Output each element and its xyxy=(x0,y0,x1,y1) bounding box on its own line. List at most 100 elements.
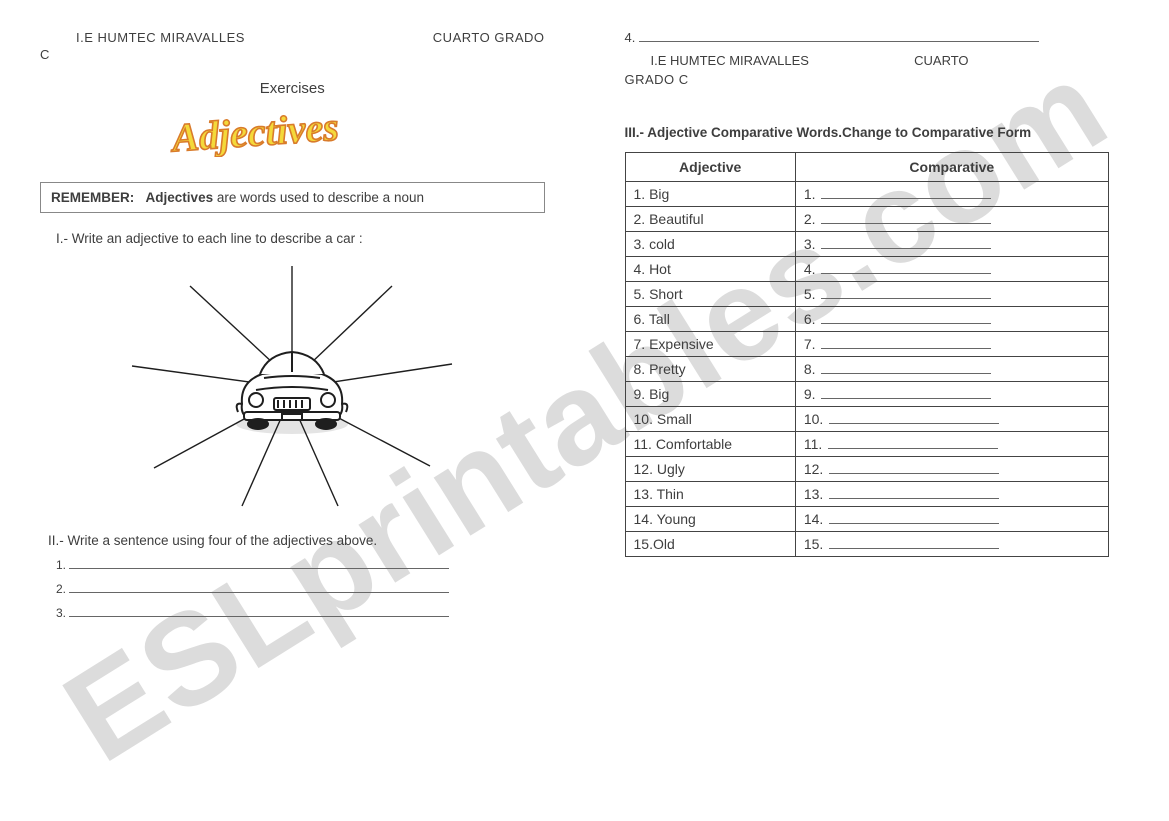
table-row: 2. Beautiful 2. xyxy=(625,207,1108,232)
table-row: 9. Big 9. xyxy=(625,382,1108,407)
comparative-cell[interactable]: 5. xyxy=(795,282,1108,307)
blank-line[interactable] xyxy=(821,238,991,249)
adjective-cell: 11. Comfortable xyxy=(625,432,795,457)
blank-line[interactable] xyxy=(69,558,449,569)
blank-line[interactable] xyxy=(829,538,999,549)
adjective-cell: 10. Small xyxy=(625,407,795,432)
grade-label: CUARTO GRADO xyxy=(433,30,545,45)
right-header: I.E HUMTEC MIRAVALLES CUARTO xyxy=(651,53,1130,68)
worksheet-page: I.E HUMTEC MIRAVALLES CUARTO GRADO C Exe… xyxy=(0,0,1169,821)
blank-line[interactable] xyxy=(821,363,991,374)
comparative-cell[interactable]: 1. xyxy=(795,182,1108,207)
row-number: 13. xyxy=(804,486,827,502)
sentence-lines: 1. 2. 3. xyxy=(56,558,545,620)
header-adjective: Adjective xyxy=(625,153,795,182)
adjectives-wordart: Adjectives xyxy=(40,101,545,160)
school-name: I.E HUMTEC MIRAVALLES xyxy=(76,30,245,45)
table-row: 15.Old 15. xyxy=(625,532,1108,557)
section2-prompt: II.- Write a sentence using four of the … xyxy=(48,533,545,548)
remember-box: REMEMBER: Adjectives are words used to d… xyxy=(40,182,545,213)
blank-line[interactable] xyxy=(821,213,991,224)
table-header-row: Adjective Comparative xyxy=(625,153,1108,182)
adjective-cell: 14. Young xyxy=(625,507,795,532)
adjective-cell: 12. Ugly xyxy=(625,457,795,482)
line-number: 4. xyxy=(625,30,636,45)
comparative-cell[interactable]: 8. xyxy=(795,357,1108,382)
blank-line[interactable] xyxy=(69,606,449,617)
comparative-cell[interactable]: 14. xyxy=(795,507,1108,532)
blank-line[interactable] xyxy=(829,513,999,524)
adjective-cell: 15.Old xyxy=(625,532,795,557)
table-row: 4. Hot4. xyxy=(625,257,1108,282)
car-icon xyxy=(236,352,348,434)
blank-line[interactable] xyxy=(829,413,999,424)
school-name: I.E HUMTEC MIRAVALLES xyxy=(651,53,911,68)
comparative-cell[interactable]: 3. xyxy=(795,232,1108,257)
table-row: 12. Ugly 12. xyxy=(625,457,1108,482)
blank-line[interactable] xyxy=(828,438,998,449)
line-4[interactable]: 4. xyxy=(625,30,1130,45)
comparative-cell[interactable]: 2. xyxy=(795,207,1108,232)
blank-line[interactable] xyxy=(821,263,991,274)
table-row: 14. Young 14. xyxy=(625,507,1108,532)
blank-line[interactable] xyxy=(821,188,991,199)
row-number: 6. xyxy=(804,311,820,327)
comparative-cell[interactable]: 10. xyxy=(795,407,1108,432)
adjective-cell: 9. Big xyxy=(625,382,795,407)
right-column: 4. I.E HUMTEC MIRAVALLES CUARTO GRADO C … xyxy=(585,0,1169,821)
row-number: 3. xyxy=(804,236,820,252)
grade-suffix: C xyxy=(40,47,545,62)
comparative-cell[interactable]: 6. xyxy=(795,307,1108,332)
blank-line[interactable] xyxy=(829,463,999,474)
row-number: 2. xyxy=(804,211,820,227)
table-row: 5. Short5. xyxy=(625,282,1108,307)
row-number: 5. xyxy=(804,286,820,302)
left-header: I.E HUMTEC MIRAVALLES CUARTO GRADO xyxy=(40,30,545,45)
sentence-line-3[interactable]: 3. xyxy=(56,606,545,620)
row-number: 10. xyxy=(804,411,827,427)
table-row: 13. Thin13. xyxy=(625,482,1108,507)
header-comparative: Comparative xyxy=(795,153,1108,182)
comparative-cell[interactable]: 7. xyxy=(795,332,1108,357)
table-row: 10. Small 10. xyxy=(625,407,1108,432)
comparative-cell[interactable]: 9. xyxy=(795,382,1108,407)
comparative-cell[interactable]: 15. xyxy=(795,532,1108,557)
remember-label: REMEMBER: xyxy=(51,190,134,205)
sentence-line-2[interactable]: 2. xyxy=(56,582,545,596)
row-number: 9. xyxy=(804,386,820,402)
blank-line[interactable] xyxy=(821,388,991,399)
blank-line[interactable] xyxy=(639,30,1039,42)
remember-rest: are words used to describe a noun xyxy=(213,190,424,205)
table-row: 3. cold 3. xyxy=(625,232,1108,257)
row-number: 1. xyxy=(804,186,820,202)
adjective-cell: 7. Expensive xyxy=(625,332,795,357)
row-number: 8. xyxy=(804,361,820,377)
adjective-cell: 2. Beautiful xyxy=(625,207,795,232)
sentence-line-1[interactable]: 1. xyxy=(56,558,545,572)
comparative-cell[interactable]: 4. xyxy=(795,257,1108,282)
left-column: I.E HUMTEC MIRAVALLES CUARTO GRADO C Exe… xyxy=(0,0,585,821)
blank-line[interactable] xyxy=(69,582,449,593)
row-number: 15. xyxy=(804,536,827,552)
blank-line[interactable] xyxy=(821,338,991,349)
comparative-cell[interactable]: 13. xyxy=(795,482,1108,507)
exercises-title: Exercises xyxy=(40,80,545,97)
table-row: 6. Tall 6. xyxy=(625,307,1108,332)
line-number: 2. xyxy=(56,582,66,596)
adjective-cell: 3. cold xyxy=(625,232,795,257)
blank-line[interactable] xyxy=(821,313,991,324)
blank-line[interactable] xyxy=(821,288,991,299)
comparative-cell[interactable]: 12. xyxy=(795,457,1108,482)
row-number: 14. xyxy=(804,511,827,527)
adjective-cell: 4. Hot xyxy=(625,257,795,282)
table-row: 1. Big1. xyxy=(625,182,1108,207)
table-row: 8. Pretty8. xyxy=(625,357,1108,382)
blank-line[interactable] xyxy=(829,488,999,499)
adjective-cell: 6. Tall xyxy=(625,307,795,332)
grade-label-2: GRADO C xyxy=(625,72,1130,87)
car-diagram xyxy=(40,254,545,517)
row-number: 7. xyxy=(804,336,820,352)
comparative-cell[interactable]: 11. xyxy=(795,432,1108,457)
line-number: 3. xyxy=(56,606,66,620)
row-number: 12. xyxy=(804,461,827,477)
